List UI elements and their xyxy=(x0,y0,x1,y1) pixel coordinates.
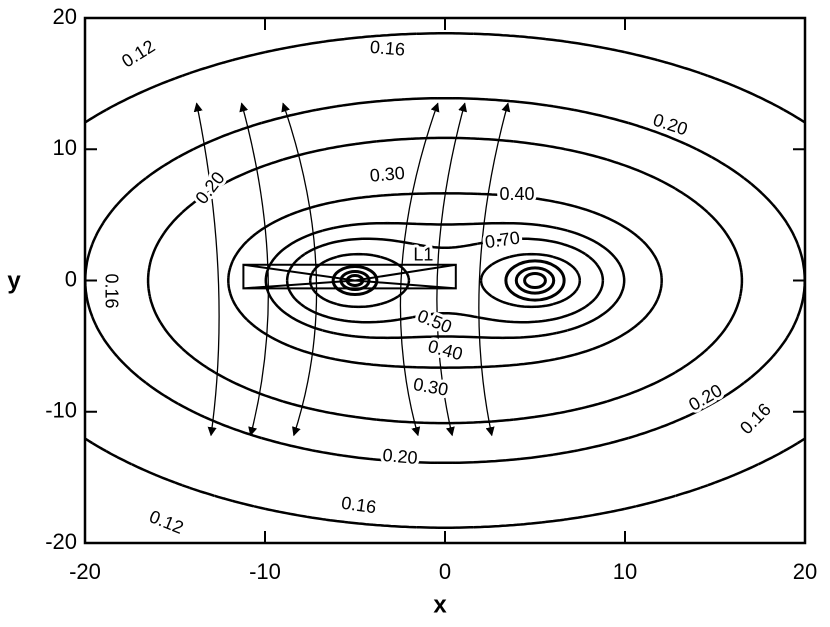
contour-label: 0.40 xyxy=(499,184,534,204)
x-tick-label: 10 xyxy=(613,559,637,584)
contour-label: 0.16 xyxy=(736,399,775,438)
inner-ring xyxy=(514,266,556,295)
x-tick-label: 20 xyxy=(793,559,817,584)
x-axis-label: x xyxy=(433,591,447,618)
contour-label: 0.30 xyxy=(369,163,406,186)
contour-label: 0.20 xyxy=(382,445,419,468)
contour-label: 0.16 xyxy=(340,493,377,518)
y-axis-label: y xyxy=(7,267,21,294)
contour-label: 0.40 xyxy=(426,336,465,364)
contours xyxy=(85,32,805,529)
annotation: L1 xyxy=(413,244,433,264)
y-tick-label: -20 xyxy=(45,529,77,554)
x-tick-label: 0 xyxy=(439,559,451,584)
x-tick-label: -10 xyxy=(249,559,281,584)
contour-label: 0.12 xyxy=(146,506,186,538)
arrow xyxy=(436,102,468,437)
contour-line xyxy=(85,96,805,465)
y-tick-label: -10 xyxy=(45,398,77,423)
arrow xyxy=(239,102,269,437)
contour-label: 0.50 xyxy=(415,306,455,338)
y-tick-label: 20 xyxy=(53,4,77,29)
arrow xyxy=(478,102,511,437)
contour-label: 0.70 xyxy=(484,228,521,253)
contour-line xyxy=(85,32,805,529)
inner-ring xyxy=(523,272,547,289)
contour-label: 0.16 xyxy=(101,273,121,308)
plot-frame xyxy=(83,16,807,545)
contour-label: 0.20 xyxy=(685,380,725,415)
contour-label: 0.16 xyxy=(369,37,406,60)
contour-label: 0.20 xyxy=(651,110,691,140)
y-tick-label: 10 xyxy=(53,135,77,160)
y-tick-label: 0 xyxy=(65,266,77,291)
arrow xyxy=(399,102,440,437)
arrow xyxy=(281,102,318,437)
contour-label: 0.12 xyxy=(118,36,158,72)
contour-label: 0.30 xyxy=(412,374,450,400)
inner-ring xyxy=(331,265,379,296)
x-tick-label: -20 xyxy=(69,559,101,584)
arrow xyxy=(193,102,220,437)
